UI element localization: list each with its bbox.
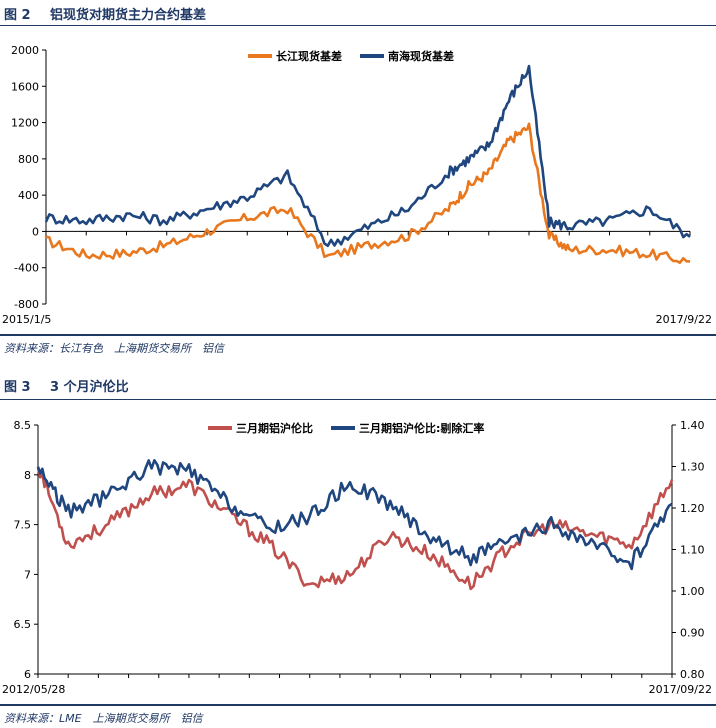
chart2-y2-tick-label-1: 0.80	[680, 668, 705, 681]
chart-shfe-lme-ratio: 6 6.5 7 7.5 8 8.5 0.80 0.90 1.00 1.10 1.20 1.30 1.40…	[2, 419, 712, 696]
chart2-y-tick-label-1: 6	[24, 668, 31, 681]
chart2-legend-label-2: 三月期铝沪伦比:剔除汇率	[359, 421, 484, 435]
chart1-y-tick-label-8: 2000	[11, 44, 39, 57]
chart1-y-tick-label-6: 1200	[11, 117, 39, 130]
chart2-series-line-1	[36, 467, 674, 591]
chart2-legend-label-1: 三月期铝沪伦比	[236, 421, 313, 435]
chart1-series-line-2	[44, 64, 691, 248]
figure-3-top-rule	[0, 399, 716, 400]
chart1-legend-label-2: 南海现货基差	[388, 49, 454, 63]
chart1-series-line-1	[45, 122, 691, 264]
chart2-y-tick-label-4: 7.5	[14, 519, 32, 532]
chart1-y-tick-label-4: 400	[18, 189, 39, 202]
figure-2-title: 图 2 铝现货对期货主力合约基差	[4, 4, 206, 23]
figure-3-label: 图 3	[4, 380, 31, 395]
figure-2-source: 资料来源：长江有色 上海期货交易所 铝信	[4, 342, 224, 355]
figure-3-bottom-rule	[0, 704, 716, 706]
chart2-y2-tick-label-5: 1.20	[680, 502, 705, 515]
chart1-y-tick-label-7: 1600	[11, 80, 39, 93]
figure-3-caption: 3 个月沪伦比	[50, 380, 129, 395]
figure-2-caption: 铝现货对期货主力合约基差	[50, 8, 207, 23]
chart-spot-futures-basis: -800 -400 0 400 800 1200 1600 2000 2015/1/5 2017/…	[2, 44, 712, 326]
chart2-x-tick-label-end: 2017/09/22	[649, 683, 712, 696]
chart2-y2-tick-label-3: 1.00	[680, 585, 705, 598]
chart2-y2-tick-label-4: 1.10	[680, 544, 705, 557]
chart2-x-tick-label-start: 2012/05/28	[2, 683, 65, 696]
figure-3-title: 图 3 3 个月沪伦比	[4, 376, 129, 395]
chart1-y-tick-label-5: 800	[18, 153, 39, 166]
chart1-x-tick-label-end: 2017/9/22	[656, 313, 712, 326]
chart2-series-line-2	[36, 459, 673, 571]
chart1-y-tick-label-1: -800	[14, 298, 39, 311]
chart1-y-tick-label-3: 0	[32, 225, 39, 238]
figure-2-bottom-rule	[0, 334, 716, 336]
figure-3-source: 资料来源：LME 上海期货交易所 铝信	[4, 712, 203, 725]
chart2-y2-tick-label-7: 1.40	[680, 419, 705, 432]
chart2-y-tick-label-3: 7	[24, 568, 31, 581]
figure-2-label: 图 2	[4, 8, 31, 23]
chart1-x-tick-label-start: 2015/1/5	[2, 313, 51, 326]
chart1-legend-label-1: 长江现货基差	[276, 49, 342, 63]
chart2-y2-tick-label-6: 1.30	[680, 461, 705, 474]
chart1-y-tick-label-2: -400	[14, 262, 39, 275]
chart2-y-tick-label-5: 8	[24, 469, 31, 482]
chart2-y-tick-label-6: 8.5	[14, 419, 32, 432]
chart2-y-tick-label-2: 6.5	[14, 618, 32, 631]
chart2-y2-tick-label-2: 0.90	[680, 627, 705, 640]
chart2-legend: 三月期铝沪伦比 三月期铝沪伦比:剔除汇率	[208, 421, 484, 435]
chart1-legend: 长江现货基差 南海现货基差	[248, 49, 454, 63]
figure-2-top-rule	[0, 25, 716, 26]
